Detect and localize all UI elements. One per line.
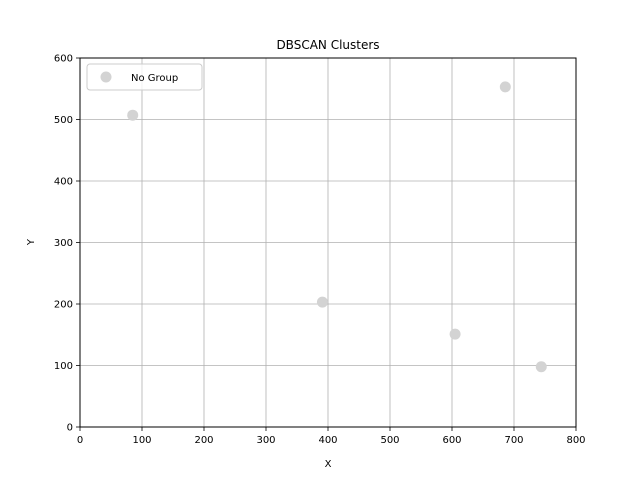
- x-axis-ticks: 0 100 200 300 400 500 600 700 800: [77, 427, 586, 446]
- grid-lines: [79, 57, 577, 428]
- x-tick-label: 700: [504, 435, 523, 446]
- x-tick-label: 600: [442, 435, 461, 446]
- y-tick-label: 300: [54, 238, 73, 249]
- data-point: [535, 361, 547, 373]
- legend-marker: [100, 71, 112, 83]
- chart-title: DBSCAN Clusters: [276, 38, 379, 52]
- legend-box: [86, 63, 203, 91]
- x-tick-label: 100: [132, 435, 151, 446]
- y-axis-ticks: 0 100 200 300 400 500 600: [54, 54, 80, 434]
- y-tick-label: 400: [54, 177, 73, 188]
- x-tick-label: 200: [194, 435, 213, 446]
- y-axis-label: Y: [26, 238, 37, 246]
- data-points: [127, 81, 547, 373]
- data-point: [499, 81, 511, 93]
- y-tick-label: 600: [54, 54, 73, 65]
- y-tick-label: 500: [54, 115, 73, 126]
- x-tick-label: 0: [77, 435, 83, 446]
- data-point: [449, 328, 461, 340]
- y-tick-label: 100: [54, 361, 73, 372]
- x-tick-label: 500: [380, 435, 399, 446]
- x-tick-label: 400: [318, 435, 337, 446]
- legend-label: No Group: [131, 73, 178, 84]
- data-point: [316, 296, 328, 308]
- legend: No Group: [86, 63, 203, 91]
- x-axis-label: X: [325, 459, 332, 470]
- y-tick-label: 200: [54, 300, 73, 311]
- x-tick-label: 300: [256, 435, 275, 446]
- x-tick-label: 800: [566, 435, 585, 446]
- y-tick-label: 0: [67, 423, 73, 434]
- data-point: [127, 109, 139, 121]
